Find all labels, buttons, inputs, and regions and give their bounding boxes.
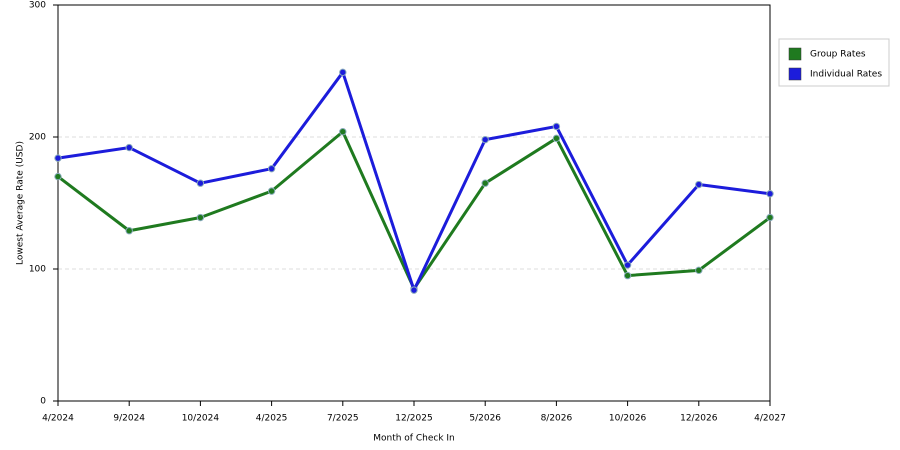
y-tick-label: 300 xyxy=(29,1,46,11)
data-point xyxy=(623,271,632,280)
x-tick-label: 9/2024 xyxy=(113,414,145,424)
x-tick-label: 10/2026 xyxy=(609,414,647,424)
x-tick-label: 12/2025 xyxy=(395,414,432,424)
y-tick-label: 0 xyxy=(40,397,46,407)
x-tick-label: 12/2026 xyxy=(680,414,718,424)
x-tick-label: 5/2026 xyxy=(469,414,501,424)
x-tick-label: 4/2027 xyxy=(754,414,786,424)
data-point xyxy=(196,213,205,222)
data-point xyxy=(267,164,276,173)
data-point xyxy=(54,172,62,181)
data-point xyxy=(196,179,205,187)
data-point xyxy=(766,213,774,222)
legend-swatch xyxy=(788,67,802,81)
data-point xyxy=(410,286,418,294)
x-tick-label: 4/2024 xyxy=(42,414,74,424)
legend-swatch xyxy=(788,47,802,61)
data-point xyxy=(552,122,561,131)
x-tick-label: 7/2025 xyxy=(327,414,359,424)
data-point xyxy=(695,180,703,189)
legend-label: Group Rates xyxy=(810,50,866,60)
series-line xyxy=(57,70,771,292)
data-point xyxy=(695,266,703,275)
y-tick-label: 100 xyxy=(29,265,46,275)
data-point xyxy=(125,143,133,152)
data-point xyxy=(552,134,561,143)
data-point xyxy=(339,68,347,77)
data-point xyxy=(481,135,489,144)
data-point xyxy=(481,179,489,187)
series-line xyxy=(57,130,771,291)
y-axis-label: Lowest Average Rate (USD) xyxy=(16,141,26,265)
y-tick-label: 200 xyxy=(29,133,46,143)
data-point xyxy=(54,154,62,162)
x-tick-label: 4/2025 xyxy=(256,414,288,424)
plot-frame xyxy=(57,4,771,402)
x-tick-label: 8/2026 xyxy=(541,414,573,424)
data-point xyxy=(125,227,133,235)
x-axis-label: Month of Check In xyxy=(373,434,455,444)
data-point xyxy=(339,128,347,136)
x-tick-label: 10/2024 xyxy=(182,414,220,424)
data-point xyxy=(267,187,276,195)
data-point xyxy=(766,190,774,198)
legend-label: Individual Rates xyxy=(810,70,882,80)
data-point xyxy=(623,261,632,269)
